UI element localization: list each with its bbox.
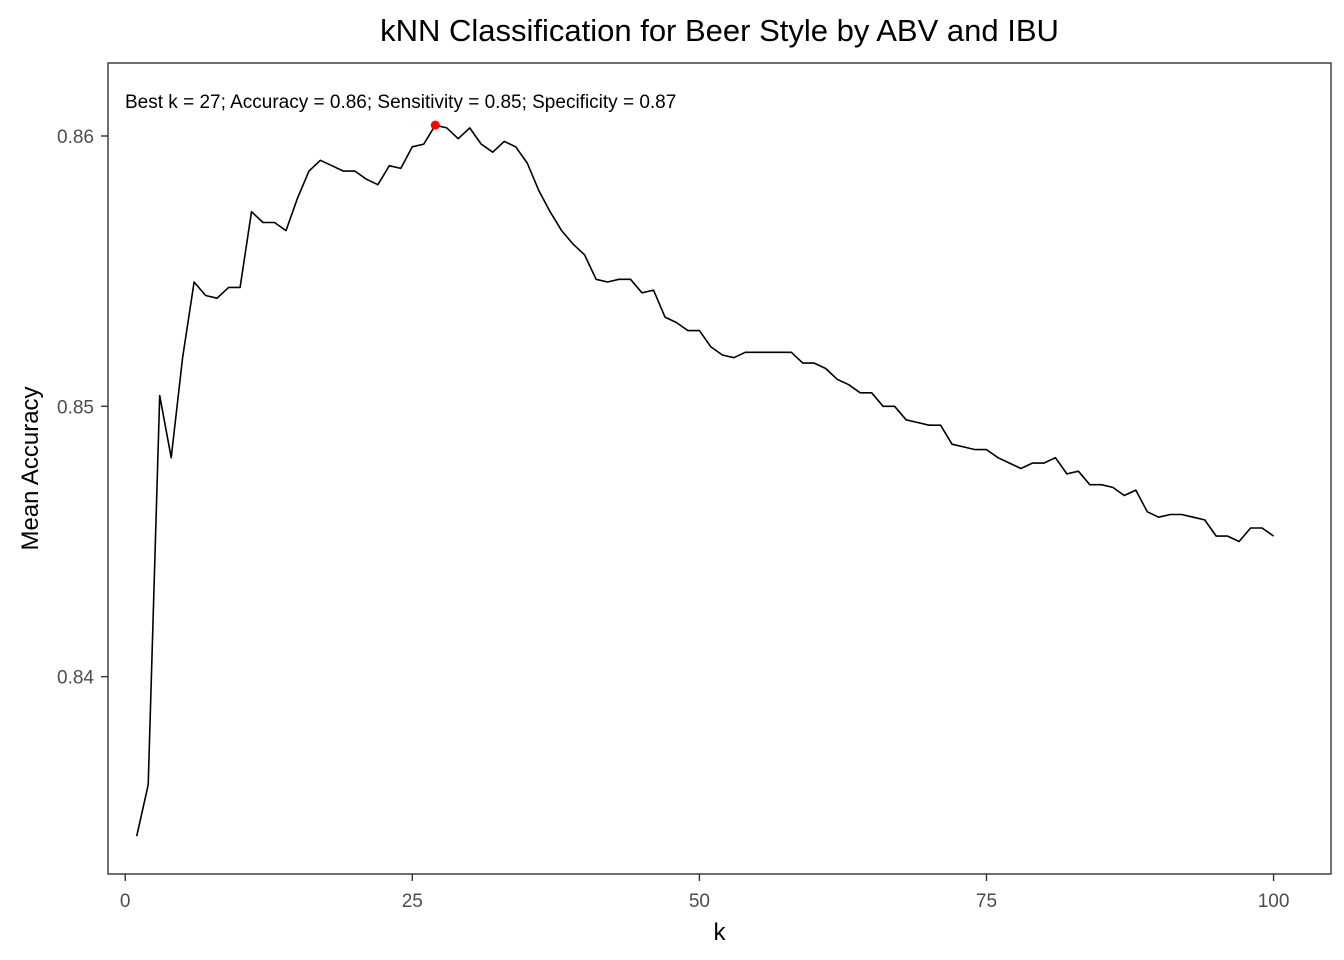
accuracy-line: [135, 124, 1275, 837]
chart-title: kNN Classification for Beer Style by ABV…: [380, 13, 1059, 48]
x-axis-title: k: [714, 919, 727, 946]
y-tick-label: 0.85: [57, 397, 94, 418]
y-tick-label: 0.86: [57, 127, 94, 148]
x-tick-label: 100: [1258, 891, 1290, 912]
y-axis-title: Mean Accuracy: [17, 386, 44, 550]
x-tick-label: 50: [689, 891, 710, 912]
plot-panel-border: [107, 62, 1332, 875]
x-tick-label: 75: [976, 891, 997, 912]
x-tick-label: 25: [402, 891, 423, 912]
best-k-annotation: Best k = 27; Accuracy = 0.86; Sensitivit…: [125, 92, 676, 113]
axis-ticks: 0 25 50 75 100 0.84 0.85 0.86: [57, 127, 1289, 912]
x-tick-label: 0: [120, 891, 131, 912]
series-layer: [135, 120, 1275, 837]
y-tick-label: 0.84: [57, 668, 94, 689]
best-k-point: [430, 120, 440, 130]
